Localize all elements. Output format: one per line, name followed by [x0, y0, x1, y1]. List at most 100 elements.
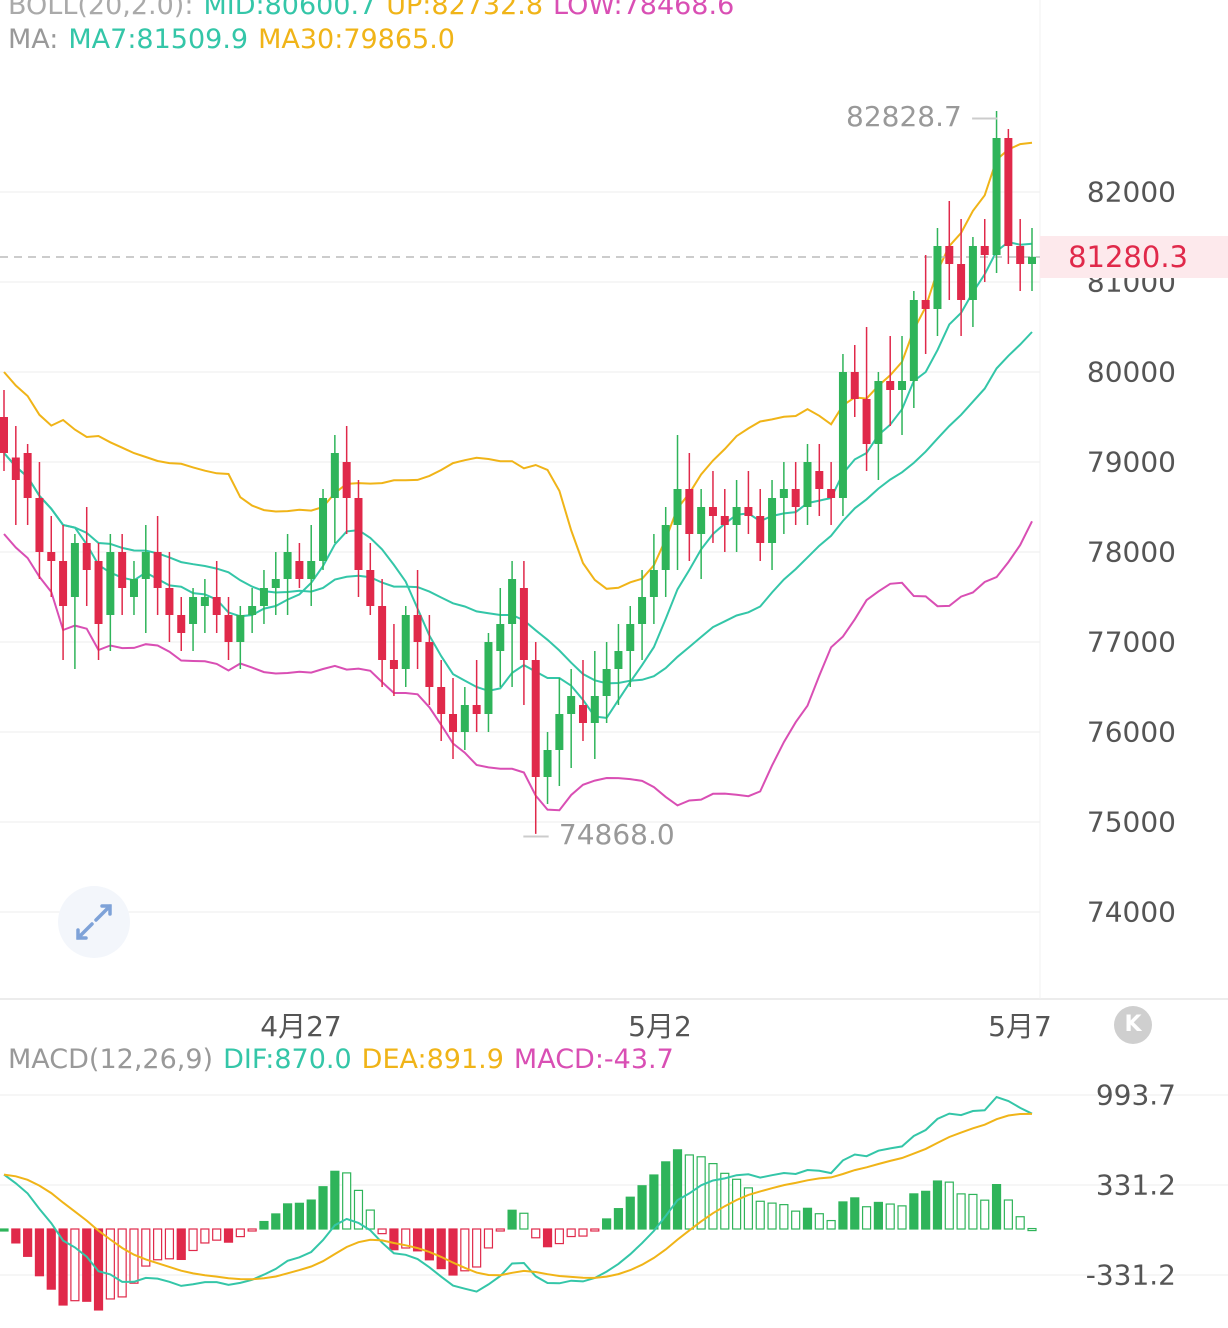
candle [968, 246, 977, 300]
macd-bar [519, 1212, 529, 1230]
candle [791, 489, 800, 507]
boll-name: BOLL(20,2.0): [8, 0, 194, 21]
macd-bar [11, 1228, 21, 1244]
candle [496, 624, 505, 651]
candle [980, 246, 989, 255]
expand-button[interactable] [58, 886, 130, 958]
candle [590, 696, 599, 723]
macd-bar [93, 1228, 104, 1311]
macd-bar [731, 1178, 742, 1230]
macd-bar [531, 1228, 541, 1239]
candle [531, 660, 540, 777]
macd-bar [885, 1203, 895, 1230]
macd-bar [448, 1228, 458, 1276]
candle [732, 507, 741, 525]
macd-label-low: -331.2 [1085, 1258, 1176, 1292]
macd-bar [1003, 1199, 1013, 1230]
boll-upper-line [3, 141, 1033, 590]
candle [153, 552, 162, 588]
macd-bar [802, 1207, 813, 1230]
candle [886, 381, 895, 390]
macd-bar [472, 1228, 482, 1268]
macd-bar [968, 1193, 978, 1230]
macd-bar [129, 1228, 139, 1284]
macd-bar [117, 1228, 127, 1298]
candle [224, 615, 233, 642]
kline-chart[interactable] [0, 0, 1228, 1000]
candle [389, 660, 398, 669]
macd-bar [791, 1210, 801, 1230]
boll-lower-line [3, 520, 1033, 812]
boll-legend: BOLL(20,2.0): MID:80600.7 UP:82732.8 LOW:78… [8, 0, 744, 21]
candle [248, 606, 257, 615]
macd-bar [578, 1228, 588, 1237]
candle [212, 597, 221, 615]
candle [850, 372, 859, 399]
macd-bar [318, 1186, 328, 1230]
macd-bar [507, 1209, 517, 1230]
price-label-77000: 77000 [1086, 625, 1176, 659]
candle [673, 489, 682, 525]
macd-dea-line [3, 1112, 1033, 1281]
macd-bar [188, 1228, 198, 1252]
macd-bar [34, 1228, 45, 1277]
candle [330, 453, 339, 498]
k-icon[interactable]: K [1114, 1006, 1152, 1044]
candle [827, 489, 836, 498]
macd-bar [814, 1213, 824, 1230]
macd-bar [46, 1228, 56, 1290]
macd-bar [223, 1228, 234, 1243]
price-label-79000: 79000 [1086, 445, 1176, 479]
macd-bar [956, 1193, 966, 1230]
macd-value: MACD:-43.7 [513, 1044, 674, 1075]
macd-bar [82, 1228, 92, 1302]
macd-bar [861, 1206, 872, 1230]
candle [578, 705, 587, 723]
macd-bar [306, 1199, 316, 1230]
macd-bar [23, 1228, 33, 1257]
candle [129, 579, 138, 597]
macd-legend: MACD(12,26,9) DIF:870.0 DEA:891.9 MACD:-43.… [8, 1044, 684, 1075]
price-label-76000: 76000 [1086, 715, 1176, 749]
macd-bar [1027, 1227, 1037, 1232]
date-label-apr27: 4月27 [260, 1010, 342, 1043]
candle [815, 471, 824, 489]
candle [508, 579, 517, 624]
candle [35, 498, 44, 552]
boll-up: UP:82732.8 [386, 0, 544, 21]
macd-bar [897, 1205, 907, 1230]
candle [378, 606, 387, 660]
macd-bar [353, 1189, 364, 1230]
candle [342, 462, 351, 498]
candle [779, 489, 788, 498]
ma7-value: MA7:81509.9 [68, 24, 249, 55]
macd-bar [743, 1187, 754, 1230]
macd-bar [649, 1174, 659, 1230]
date-label-may2: 5月2 [628, 1010, 692, 1043]
macd-bar [708, 1163, 718, 1230]
candle [23, 453, 32, 498]
low-marker: — 74868.0 [522, 818, 675, 851]
candle [768, 498, 777, 543]
candle [106, 552, 115, 615]
macd-bar [991, 1184, 1002, 1230]
macd-bar [554, 1228, 564, 1245]
candle [47, 552, 56, 561]
candle [555, 714, 564, 750]
macd-bar [779, 1204, 789, 1230]
candle [626, 624, 635, 651]
candle [519, 588, 528, 660]
macd-bar [105, 1228, 115, 1300]
macd-bar [176, 1228, 186, 1261]
macd-bar [412, 1228, 423, 1252]
macd-bar [921, 1190, 931, 1230]
candle [909, 300, 918, 381]
macd-bar [684, 1154, 694, 1230]
candle [307, 561, 316, 579]
macd-bar [602, 1218, 612, 1230]
candle [957, 264, 966, 300]
macd-bar [58, 1228, 68, 1306]
candle [697, 507, 706, 534]
candle [898, 381, 907, 390]
candle [602, 669, 611, 696]
